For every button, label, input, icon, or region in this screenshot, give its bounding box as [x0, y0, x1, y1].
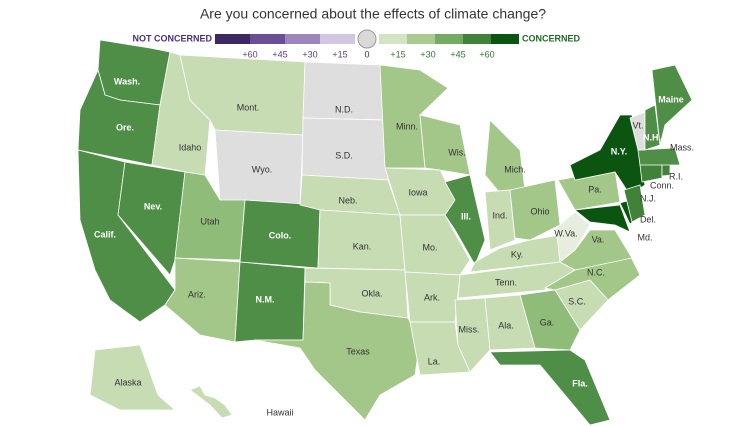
legend-tick-label: +15 [390, 49, 405, 59]
title: Are you concerned about the effects of c… [200, 6, 546, 22]
legend-tick-label: +30 [420, 49, 435, 59]
state-label: S.D. [335, 150, 353, 160]
state-shape [254, 281, 421, 421]
legend-swatch [285, 34, 320, 44]
state-label: Ala. [498, 320, 514, 330]
legend-zero [357, 29, 377, 49]
legend-swatch [491, 34, 519, 44]
state-label: Utah [200, 216, 219, 226]
state-label: Ill. [461, 211, 471, 221]
state-label: Ga. [540, 317, 555, 327]
legend: +60 +45 +30 +15 0 +15 +30 +45 +60 [215, 29, 519, 59]
state-shape [399, 214, 471, 276]
state-label: Ky. [511, 249, 523, 259]
state-label: Ind. [492, 210, 507, 220]
state-label: Texas [346, 346, 370, 356]
state-label: Ariz. [188, 289, 206, 299]
states [77, 39, 693, 426]
state-shape [454, 297, 491, 373]
state-label: Idaho [179, 142, 202, 152]
state-shape [569, 114, 646, 196]
state-label: N.Y. [611, 146, 628, 156]
state-label: Wis. [448, 147, 466, 157]
legend-tick-label: 0 [364, 49, 369, 59]
state-label: Okla. [361, 288, 382, 298]
state-label: Miss. [459, 324, 480, 334]
state-label: Neb. [338, 195, 357, 205]
state-label: S.C. [568, 296, 586, 306]
state-shape [651, 64, 693, 146]
legend-swatch [379, 34, 407, 44]
state-label: Del. [640, 214, 656, 224]
state-label: Mass. [670, 142, 694, 152]
state-label: Wyo. [252, 164, 272, 174]
state-label: N.D. [335, 104, 353, 114]
state-label: Ohio [530, 206, 549, 216]
state-shape [444, 174, 486, 266]
state-label: Calif. [94, 229, 116, 239]
legend-tick-label: +60 [479, 49, 494, 59]
state-shape [419, 114, 471, 176]
legend-low-label: NOT CONCERNED [132, 33, 212, 43]
state-label: W.Va. [554, 228, 577, 238]
state-label: Md. [637, 232, 652, 242]
state-shape [117, 161, 186, 276]
legend-tick-label: +15 [332, 49, 347, 59]
state-shape [623, 184, 646, 223]
state-shape [97, 39, 171, 106]
state-shape [555, 211, 591, 263]
state-label: Pa. [588, 184, 602, 194]
state-shape [301, 117, 389, 181]
state-label: N.C. [587, 267, 605, 277]
state-shape [317, 209, 406, 271]
state-label: Alaska [114, 377, 141, 387]
state-shape [189, 385, 233, 419]
legend-tick-label: +45 [272, 49, 287, 59]
legend-high-label: CONCERNED [522, 33, 581, 43]
legend-swatch [463, 34, 491, 44]
state-label: N.M. [256, 294, 275, 304]
state-label: Tenn. [495, 277, 517, 287]
state-label: R.I. [669, 171, 683, 181]
state-label: Ark. [424, 292, 440, 302]
state-label: Hawaii [266, 407, 293, 417]
legend-tick-label: +45 [450, 49, 465, 59]
state-label: Mich. [504, 164, 526, 174]
state-shape [489, 349, 611, 426]
state-label: N.J. [640, 193, 656, 203]
state-label: Nev. [144, 201, 162, 211]
state-label: Minn. [396, 121, 418, 131]
state-label: Vt. [632, 120, 643, 130]
state-shape [89, 344, 177, 411]
legend-tick-label: +30 [302, 49, 317, 59]
state-label: Mont. [237, 102, 260, 112]
state-label: N.H. [643, 132, 661, 142]
state-shape [573, 204, 631, 233]
state-shape [484, 189, 516, 251]
state-label: Colo. [269, 230, 292, 240]
state-label: Iowa [408, 187, 427, 197]
state-label: Fla. [572, 378, 588, 388]
state-label: Conn. [650, 180, 674, 190]
legend-swatch [435, 34, 463, 44]
state-label: La. [428, 356, 441, 366]
legend-swatch [407, 34, 435, 44]
state-labels: Wash. Ore. Calif. Nev. Idaho Mont. Wyo. Utah Col… [94, 76, 694, 417]
state-shape [164, 257, 241, 343]
state-shape [637, 147, 681, 166]
legend-swatch [320, 34, 355, 44]
state-label: Maine [658, 94, 684, 104]
state-label: Va. [592, 234, 605, 244]
state-label: Wash. [114, 76, 140, 86]
state-label: Kan. [353, 241, 372, 251]
legend-swatch [250, 34, 285, 44]
state-label: Mo. [422, 242, 437, 252]
state-label: Ore. [116, 122, 134, 132]
legend-tick-label: +60 [242, 49, 257, 59]
legend-swatch [215, 34, 250, 44]
state-shape [484, 119, 526, 194]
state-shape [509, 179, 561, 241]
state-shape [519, 289, 581, 351]
